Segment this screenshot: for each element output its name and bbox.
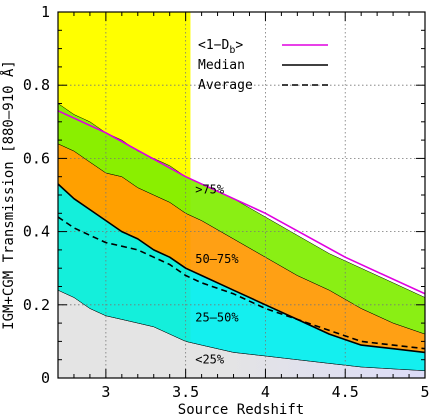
band-labels: >75% 50–75% 25–50% <25%: [195, 183, 239, 367]
legend-label-main: <1−D: [198, 38, 229, 53]
x-tick-label: 3: [101, 383, 110, 401]
band-label: <25%: [195, 353, 225, 367]
y-axis-title: IGM+CGM Transmission [880–910 Å]: [0, 60, 17, 330]
series-line-1: [58, 110, 425, 295]
x-tick-label: 4.5: [332, 383, 359, 401]
legend-label: Average: [198, 78, 253, 93]
band-label: 50–75%: [195, 252, 239, 266]
y-tick-label: 0: [41, 369, 50, 387]
legend-label: Median: [198, 58, 245, 73]
y-tick-label: 0.8: [23, 76, 50, 94]
legend-label: <1−Db>: [198, 38, 243, 56]
x-axis-title: Source Redshift: [178, 402, 304, 418]
y-tick-label: 0.2: [23, 296, 50, 314]
band-label: 25–50%: [195, 311, 239, 325]
legend-label-main: Average: [198, 78, 253, 93]
band-label: >75%: [195, 183, 225, 197]
x-tick-label: 3.5: [172, 383, 199, 401]
series-line-3: [58, 216, 425, 350]
legend-label-suffix: >: [235, 38, 243, 53]
grid-lines: [58, 12, 425, 378]
x-tick-label: 5: [420, 383, 429, 401]
y-tick-label: 0.6: [23, 149, 50, 167]
x-tick-label: 4: [261, 383, 270, 401]
plot-area: >75% 50–75% 25–50% <25%: [58, 12, 425, 378]
band-group: [58, 103, 425, 378]
axis-ticks: [57, 11, 426, 379]
legend-label-sub: b: [229, 45, 235, 56]
tick-labels: 3 3.5 4 4.5 5 0 0.2 0.4 0.6 0.8 1: [23, 3, 430, 401]
y-tick-label: 0.4: [23, 223, 50, 241]
y-tick-label: 1: [41, 3, 50, 21]
legend: <1−Db> Median Average: [198, 38, 328, 93]
series-group: [58, 110, 425, 354]
series-line-2: [58, 183, 425, 354]
legend-label-main: Median: [198, 58, 245, 73]
